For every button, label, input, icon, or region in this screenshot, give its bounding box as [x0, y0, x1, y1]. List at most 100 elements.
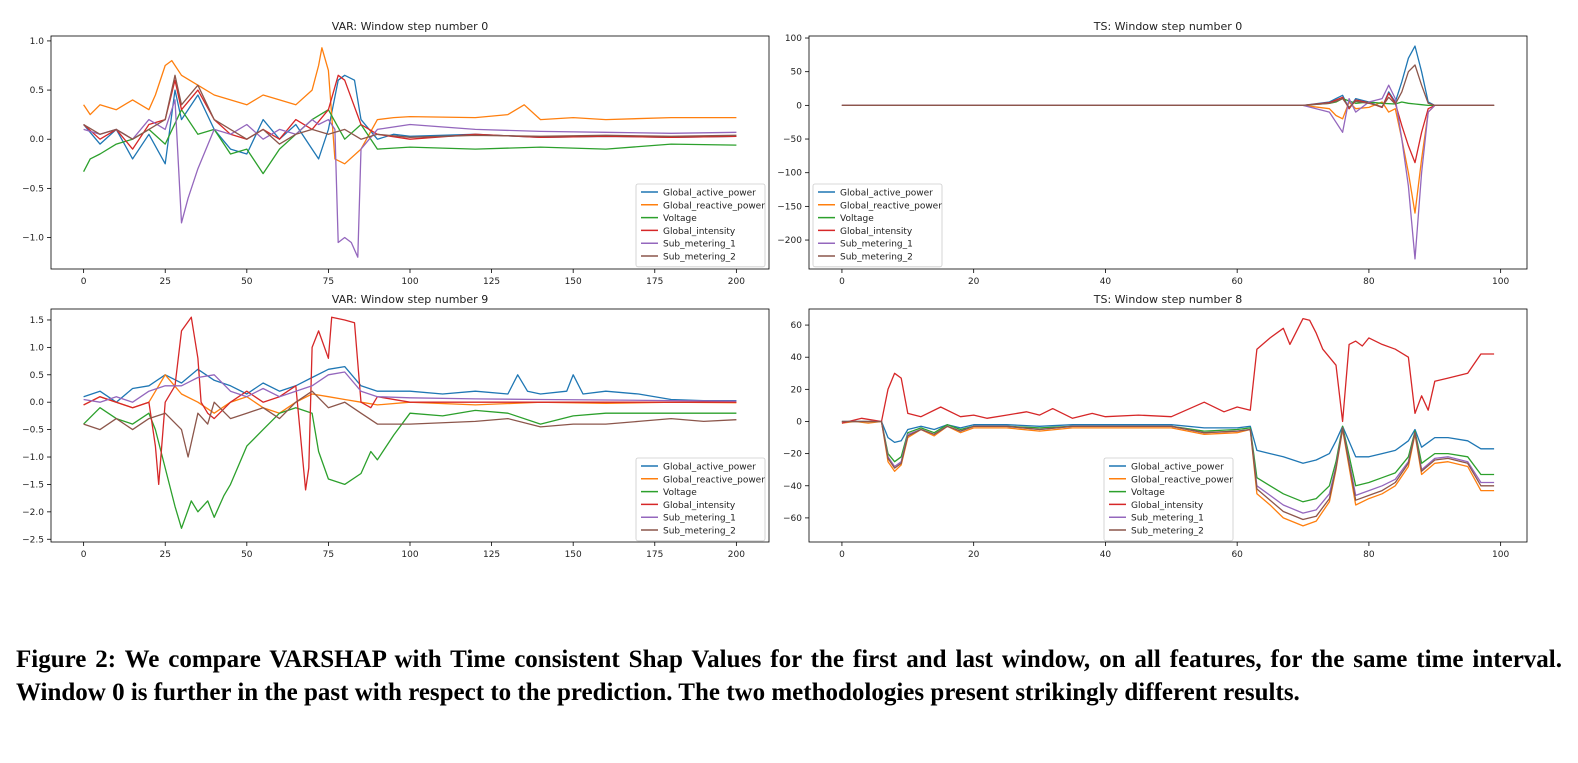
- x-tick-label: 0: [839, 550, 845, 560]
- y-tick-label: 60: [791, 321, 803, 331]
- legend-box: [635, 457, 766, 542]
- legend-label: Global_reactive_power: [1131, 475, 1233, 485]
- y-tick-label: 0.5: [30, 86, 44, 96]
- legend-label: Voltage: [663, 488, 697, 498]
- chart-title: TS: Window step number 0: [1093, 20, 1243, 33]
- legend-label: Global_reactive_power: [663, 475, 765, 485]
- x-tick-label: 100: [1492, 277, 1509, 287]
- x-tick-label: 150: [565, 550, 582, 560]
- legend-label: Global_intensity: [663, 227, 736, 237]
- series-line-global-active-power: [83, 74, 737, 165]
- x-tick-label: 100: [1492, 550, 1509, 560]
- y-tick-label: 0.5: [30, 371, 44, 381]
- y-tick-label: −40: [783, 482, 802, 492]
- x-tick-label: 40: [1100, 550, 1112, 560]
- x-tick-label: 80: [1363, 277, 1375, 287]
- series-lines: [841, 317, 1495, 527]
- series-lines: [83, 47, 737, 258]
- axes-frame: [50, 308, 770, 543]
- x-tick-label: 200: [728, 277, 745, 287]
- y-tick-label: 20: [791, 385, 803, 395]
- series-lines: [83, 316, 737, 529]
- legend-label: Sub_metering_2: [840, 253, 913, 263]
- series-line-global-active-power: [841, 420, 1495, 464]
- y-tick-label: −1.0: [22, 234, 44, 244]
- series-line-global-intensity: [841, 317, 1495, 424]
- series-line-sub-metering-2: [841, 420, 1495, 521]
- legend-label: Global_active_power: [663, 463, 756, 473]
- legend-label: Sub_metering_1: [840, 240, 913, 250]
- series-line-global-intensity: [83, 74, 737, 150]
- legend-label: Voltage: [1131, 488, 1165, 498]
- x-tick-label: 75: [323, 277, 334, 287]
- x-tick-label: 20: [968, 277, 980, 287]
- y-tick-label: −20: [783, 450, 802, 460]
- legend-label: Sub_metering_1: [1131, 514, 1204, 524]
- legend-label: Sub_metering_1: [663, 514, 736, 524]
- x-tick-label: 0: [81, 550, 87, 560]
- legend-label: Global_active_power: [840, 189, 933, 199]
- x-tick-label: 25: [160, 550, 171, 560]
- y-tick-label: 0.0: [30, 135, 45, 145]
- y-tick-label: −2.5: [22, 535, 44, 545]
- legend: Global_active_power Global_reactive_power…: [812, 183, 943, 268]
- x-tick-label: 50: [241, 550, 253, 560]
- legend: Global_active_power Global_reactive_power…: [635, 183, 766, 268]
- y-tick-label: 0: [796, 417, 802, 427]
- x-tick-label: 25: [160, 277, 171, 287]
- axes-frame: [808, 35, 1528, 270]
- series-line-sub-metering-2: [83, 390, 737, 458]
- x-tick-label: 200: [728, 550, 745, 560]
- y-tick-label: −150: [777, 202, 802, 212]
- x-tick-label: 100: [401, 550, 418, 560]
- y-tick-label: −100: [777, 169, 802, 179]
- legend-label: Global_reactive_power: [663, 201, 765, 211]
- series-line-sub-metering-1: [841, 84, 1495, 260]
- y-tick-label: −60: [783, 514, 802, 524]
- series-line-global-intensity: [841, 92, 1495, 164]
- legend-box: [1103, 457, 1234, 542]
- axes-frame: [808, 308, 1528, 543]
- x-tick-label: 60: [1231, 277, 1243, 287]
- y-tick-label: 0: [796, 101, 802, 111]
- x-tick-label: 75: [323, 550, 334, 560]
- y-tick-label: 1.5: [30, 316, 44, 326]
- legend-label: Global_intensity: [840, 227, 913, 237]
- y-tick-label: −0.5: [22, 184, 44, 194]
- x-tick-label: 175: [646, 550, 663, 560]
- x-tick-label: 20: [968, 550, 980, 560]
- series-line-sub-metering-2: [841, 64, 1495, 109]
- series-line-sub-metering-1: [83, 99, 737, 258]
- y-tick-label: 100: [785, 34, 802, 44]
- legend-label: Voltage: [663, 214, 697, 224]
- x-tick-label: 150: [565, 277, 582, 287]
- y-tick-label: −200: [777, 236, 802, 246]
- chart-title: TS: Window step number 8: [1093, 293, 1243, 306]
- series-line-sub-metering-1: [83, 371, 737, 403]
- y-tick-label: −50: [783, 135, 802, 145]
- legend: Global_active_power Global_reactive_power…: [635, 457, 766, 542]
- legend: Global_active_power Global_reactive_power…: [1103, 457, 1234, 542]
- legend-label: Global_intensity: [1131, 501, 1204, 511]
- x-tick-label: 50: [241, 277, 253, 287]
- y-tick-label: 1.0: [30, 37, 45, 47]
- x-tick-label: 125: [483, 550, 500, 560]
- x-tick-label: 125: [483, 277, 500, 287]
- figure-caption: Figure 2: We compare VARSHAP with Time c…: [16, 646, 1562, 706]
- legend-label: Global_active_power: [663, 189, 756, 199]
- chart-panel-3: TS: Window step number 8 0 20 40 60 80 100 −60 −…: [783, 293, 1528, 560]
- legend-label: Sub_metering_2: [663, 527, 736, 537]
- y-tick-label: 50: [791, 68, 803, 78]
- series-line-global-active-power: [841, 45, 1495, 110]
- y-tick-label: −2.0: [22, 508, 44, 518]
- legend-box: [812, 183, 943, 268]
- series-line-global-reactive-power: [83, 47, 737, 165]
- chart-panel-2: VAR: Window step number 9 0 25 50 75 100 125 15…: [22, 293, 770, 560]
- legend-label: Sub_metering_2: [1131, 527, 1204, 537]
- y-tick-label: −0.5: [22, 426, 44, 436]
- chart-panel-0: VAR: Window step number 0 0 25 50 75 100 125 15…: [22, 20, 770, 287]
- chart-title: VAR: Window step number 9: [332, 293, 488, 306]
- series-line-sub-metering-2: [83, 74, 737, 145]
- x-tick-label: 40: [1100, 277, 1112, 287]
- x-tick-label: 80: [1363, 550, 1375, 560]
